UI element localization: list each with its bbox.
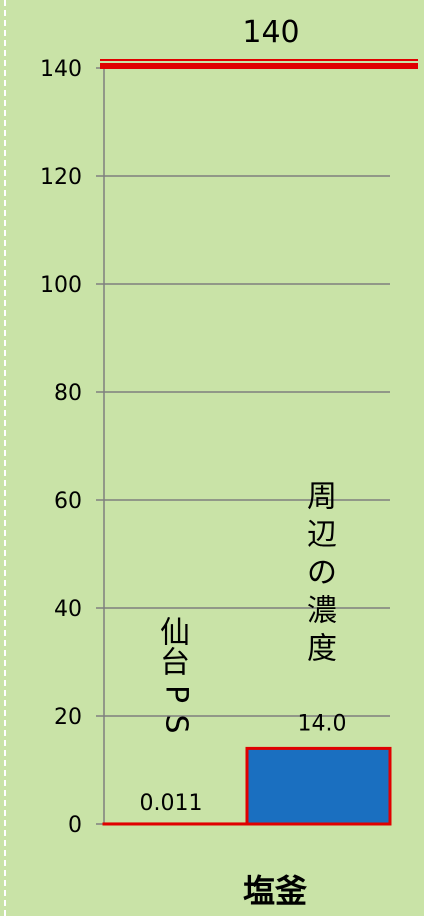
y-tick-label: 80 xyxy=(54,381,82,406)
category-label-char: 辺 xyxy=(307,518,337,553)
y-tick-labels: 0 20 40 60 80 100 120 140 xyxy=(40,57,82,838)
category-label-char: の xyxy=(307,556,337,591)
y-tick-label: 100 xyxy=(40,273,82,298)
bar-surrounding-concentration xyxy=(245,746,392,826)
category-label-char: 仙 xyxy=(160,616,190,651)
dashed-frame-border xyxy=(0,0,6,916)
gridlines xyxy=(104,67,390,717)
axes xyxy=(96,67,105,825)
y-tick-label: 40 xyxy=(54,597,82,622)
reference-line-label: 140 xyxy=(242,15,299,50)
data-label: 14.0 xyxy=(298,711,347,736)
y-tick-label: 20 xyxy=(54,705,82,730)
category-label-char: 濃 xyxy=(307,594,337,629)
bars xyxy=(102,746,392,826)
y-tick-label: 0 xyxy=(68,813,82,838)
x-axis-label: 塩釜 xyxy=(243,872,308,910)
category-label-char: 周 xyxy=(307,480,337,515)
y-tick-label: 120 xyxy=(40,165,82,190)
category-label-char: S xyxy=(159,714,194,733)
category-label-char: P xyxy=(159,685,194,703)
category-label-char: 度 xyxy=(307,632,337,667)
data-label: 0.011 xyxy=(140,791,203,816)
y-tick-label: 60 xyxy=(54,489,82,514)
reference-line-group: 140 xyxy=(100,15,418,69)
category-label-char: 台 xyxy=(160,646,190,681)
y-tick-label: 140 xyxy=(40,57,82,82)
